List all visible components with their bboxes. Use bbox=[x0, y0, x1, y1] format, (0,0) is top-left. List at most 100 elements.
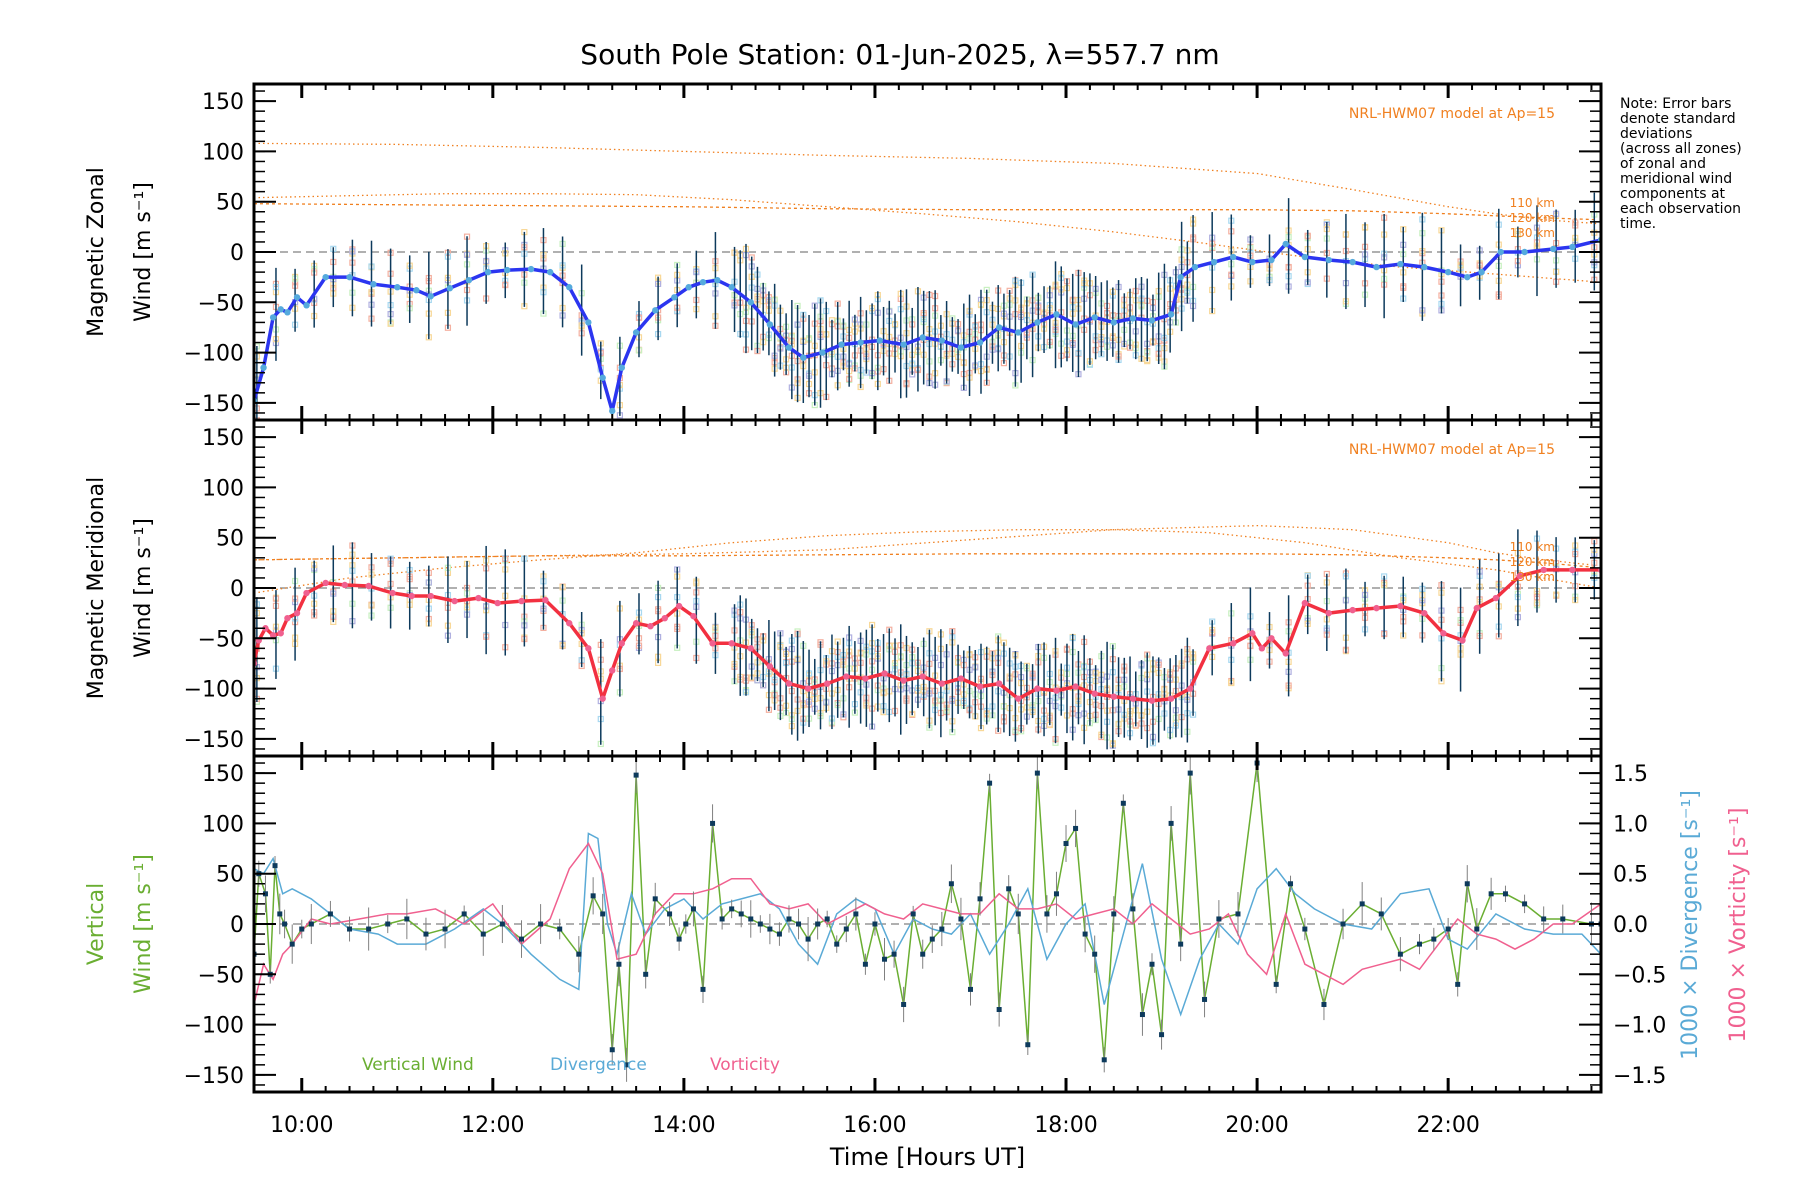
vertical-wind-point bbox=[576, 951, 582, 957]
mean-wind-point bbox=[546, 268, 554, 276]
mean-wind-point bbox=[1110, 319, 1117, 326]
mean-wind-point bbox=[260, 364, 267, 371]
mean-wind-point bbox=[1282, 650, 1289, 657]
mean-wind-point bbox=[427, 293, 434, 300]
vertical-wind-point bbox=[1053, 891, 1059, 897]
mean-wind-point bbox=[1258, 645, 1266, 652]
vertical-wind-point bbox=[600, 911, 606, 917]
mean-wind-point bbox=[1521, 248, 1528, 256]
mean-wind-point bbox=[1540, 566, 1547, 574]
mean-wind-point bbox=[303, 302, 310, 309]
mean-wind-point bbox=[632, 329, 640, 336]
mean-wind-point bbox=[1015, 695, 1022, 702]
mean-wind-point bbox=[1053, 311, 1060, 318]
mean-wind-point bbox=[1148, 317, 1156, 324]
mean-wind-point bbox=[1464, 273, 1471, 281]
mean-wind-point bbox=[690, 612, 697, 620]
mean-wind-point bbox=[1053, 687, 1060, 694]
panel-zonal-data bbox=[254, 142, 1601, 420]
mean-wind-point bbox=[585, 645, 592, 652]
mean-wind-point bbox=[1091, 690, 1098, 697]
mean-wind-point bbox=[389, 589, 396, 597]
mean-wind-point bbox=[293, 609, 301, 617]
model-curve-120km bbox=[254, 553, 1597, 569]
mean-wind-point bbox=[1421, 263, 1428, 271]
mean-wind-line bbox=[254, 568, 1601, 703]
vertical-wind-point bbox=[1455, 981, 1461, 987]
mean-wind-point bbox=[675, 602, 683, 610]
mean-wind-point bbox=[1459, 637, 1466, 644]
altitude-label: 120 km bbox=[1510, 555, 1555, 569]
vertical-wind-point bbox=[815, 921, 821, 927]
mean-wind-point bbox=[1191, 263, 1199, 271]
mean-wind-point bbox=[1187, 685, 1194, 692]
vertical-wind-point bbox=[1502, 891, 1508, 897]
mean-wind-point bbox=[1177, 273, 1184, 281]
mean-wind-point bbox=[1249, 630, 1256, 637]
y-tick-label: 50 bbox=[216, 863, 244, 888]
series-vertical-wind bbox=[254, 762, 1601, 1065]
vertical-wind-point bbox=[939, 926, 945, 932]
mean-wind-point bbox=[881, 670, 888, 677]
vertical-wind-point bbox=[616, 961, 622, 967]
vertical-wind-point bbox=[1288, 881, 1294, 887]
vertical-wind-point bbox=[624, 1062, 630, 1068]
mean-wind-point bbox=[995, 324, 1003, 331]
x-tick-label: 12:00 bbox=[461, 1113, 524, 1138]
model-label: NRL-HWM07 model at Ap=15 bbox=[1349, 442, 1555, 458]
right-tick-label: 1.5 bbox=[1613, 762, 1648, 787]
vertical-wind-point bbox=[404, 916, 410, 922]
mean-wind-point bbox=[599, 374, 606, 381]
mean-wind-point bbox=[652, 307, 659, 314]
vertical-wind-point bbox=[1015, 911, 1021, 917]
vertical-wind-point bbox=[1488, 891, 1494, 897]
mean-wind-point bbox=[475, 594, 482, 602]
mean-wind-point bbox=[1167, 695, 1175, 702]
vertical-wind-point bbox=[1416, 941, 1422, 947]
vertical-wind-point bbox=[1130, 906, 1136, 912]
mean-wind-point bbox=[1282, 240, 1289, 248]
vertical-wind-point bbox=[683, 921, 689, 927]
vertical-wind-point bbox=[366, 926, 372, 932]
mean-wind-point bbox=[938, 680, 946, 687]
vertical-wind-point bbox=[667, 911, 673, 917]
vertical-wind-point bbox=[1340, 921, 1346, 927]
mean-wind-point bbox=[341, 581, 348, 589]
vertical-wind-point bbox=[757, 921, 763, 927]
x-axis-label: Time [Hours UT] bbox=[829, 1143, 1025, 1171]
vertical-wind-point bbox=[748, 916, 754, 922]
right-tick-label: −1.5 bbox=[1613, 1064, 1666, 1089]
mean-wind-point bbox=[370, 280, 377, 288]
mean-wind-point bbox=[1516, 572, 1523, 580]
y-tick-label: 100 bbox=[202, 140, 244, 165]
mean-wind-point bbox=[427, 592, 434, 600]
mean-wind-point bbox=[1249, 258, 1256, 266]
mean-wind-point bbox=[1268, 635, 1275, 642]
mean-wind-point bbox=[269, 632, 277, 639]
vertical-wind-point bbox=[423, 931, 429, 937]
y-tick-label: −150 bbox=[184, 392, 244, 417]
vertical-wind-point bbox=[633, 772, 639, 778]
vertical-wind-point bbox=[843, 926, 849, 932]
mean-wind-point bbox=[1349, 606, 1356, 614]
vertical-wind-point bbox=[308, 921, 314, 927]
mean-wind-point bbox=[585, 319, 592, 326]
mean-wind-point bbox=[542, 596, 549, 604]
vertical-wind-point bbox=[1178, 941, 1184, 947]
vertical-wind-point bbox=[710, 820, 716, 826]
mean-wind-point bbox=[957, 675, 965, 682]
altitude-label: 130 km bbox=[1510, 226, 1555, 240]
legend-vorticity: Vorticity bbox=[710, 1055, 780, 1075]
mean-wind-point bbox=[714, 276, 721, 284]
mean-wind-point bbox=[346, 273, 353, 281]
vertical-wind-point bbox=[262, 891, 268, 897]
mean-wind-point bbox=[1569, 566, 1576, 574]
mean-wind-point bbox=[284, 309, 291, 316]
vertical-wind-point bbox=[1063, 841, 1069, 847]
vorticity-axis-label: 1000 × Vorticity [s⁻¹] bbox=[1726, 808, 1751, 1043]
x-tick-label: 20:00 bbox=[1225, 1113, 1288, 1138]
mean-wind-point bbox=[1091, 314, 1098, 321]
vertical-wind-point bbox=[1431, 936, 1437, 942]
model-curve-120km bbox=[254, 203, 1597, 221]
vertical-wind-point bbox=[1522, 901, 1528, 907]
